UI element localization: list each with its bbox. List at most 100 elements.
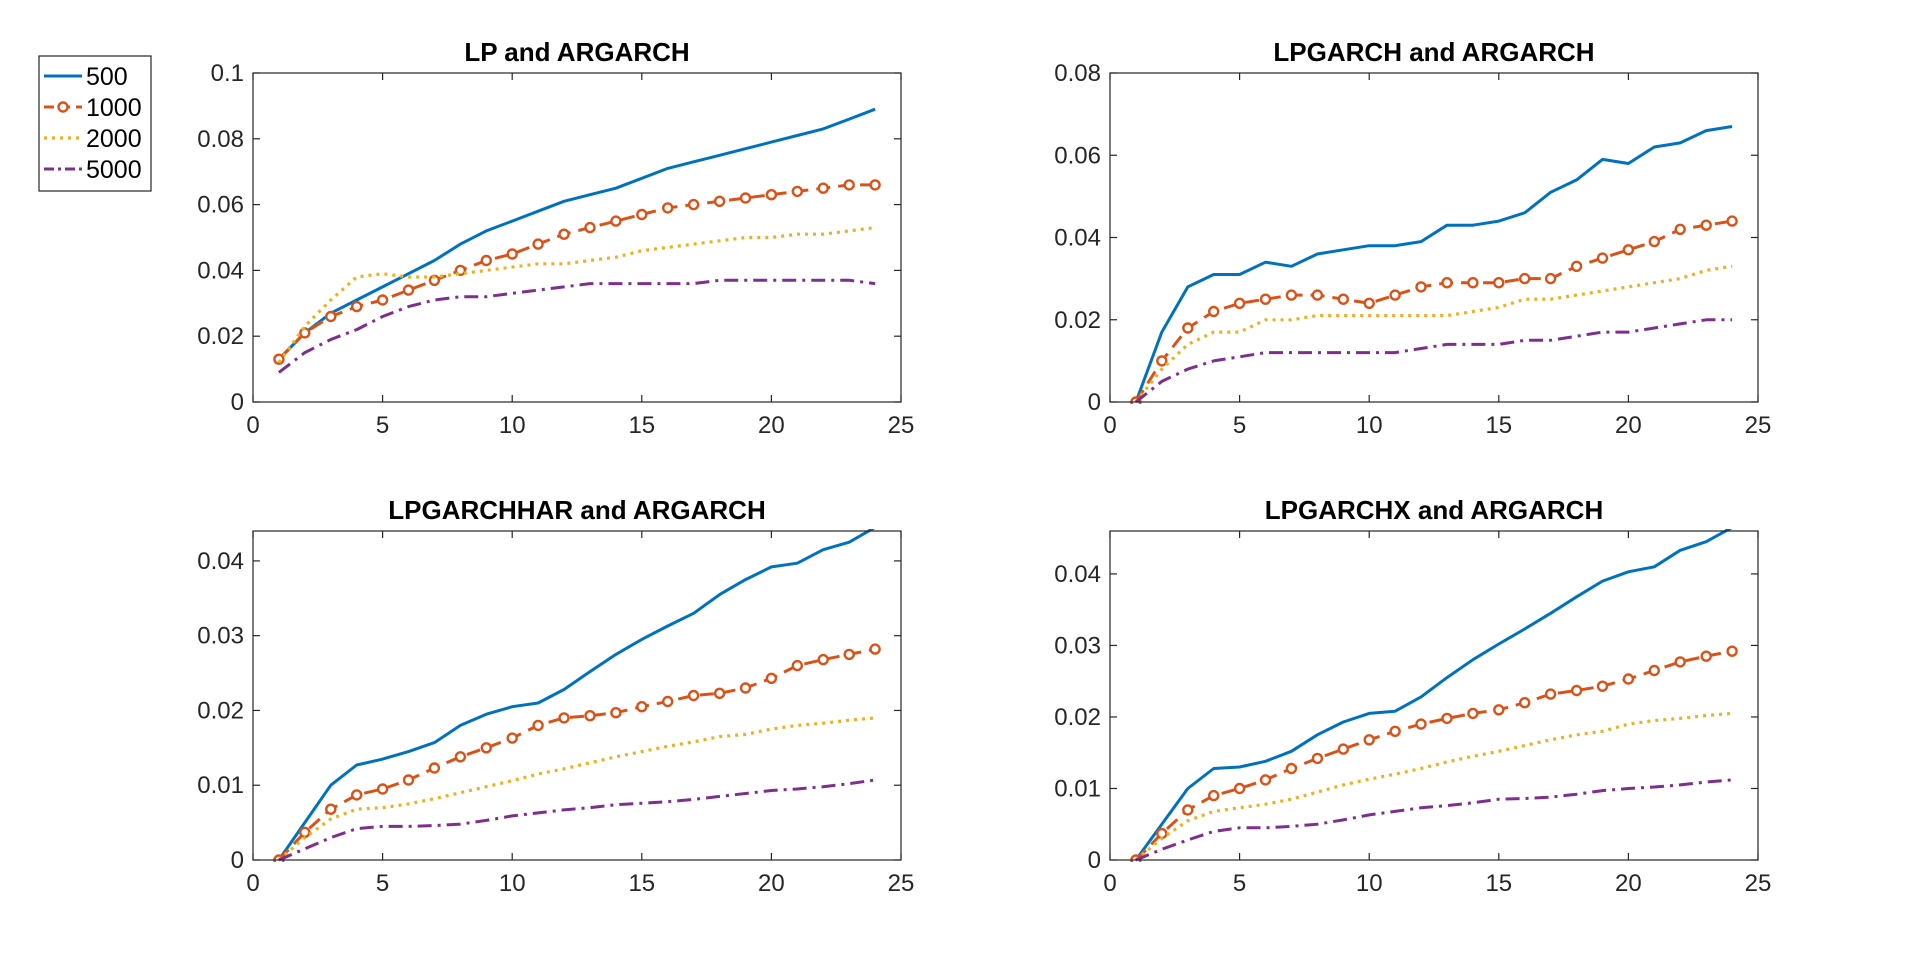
x-tick-label: 10	[1356, 870, 1383, 897]
series-point-1000	[1259, 774, 1272, 786]
y-tick-label: 0.04	[197, 257, 244, 284]
series-point-1000	[1700, 650, 1712, 662]
x-tick-label: 15	[1485, 412, 1512, 439]
x-tick-label: 10	[499, 412, 526, 439]
legend-entry-1000: 1000	[44, 94, 142, 122]
y-tick-label: 0	[1088, 847, 1101, 874]
x-tick-label: 5	[376, 870, 389, 897]
series-point-1000	[325, 803, 337, 815]
series-line-2000	[277, 226, 876, 364]
series-point-1000	[1700, 219, 1712, 231]
series-point-1000	[687, 689, 700, 702]
series-point-1000	[869, 643, 881, 655]
series-point-1000	[1726, 215, 1738, 227]
series-point-1000	[376, 783, 389, 795]
series-point-1000	[610, 707, 622, 719]
series-point-1000	[1441, 277, 1453, 289]
x-tick-label: 20	[758, 412, 785, 439]
series-point-1000	[739, 682, 752, 694]
y-tick-label: 0.02	[197, 697, 244, 724]
series-line-500	[277, 107, 876, 361]
x-tick-label: 25	[1745, 412, 1772, 439]
series-line-5000	[278, 778, 876, 862]
x-tick-label: 5	[1233, 870, 1246, 897]
series-line-500	[277, 529, 876, 861]
series-point-1000	[325, 310, 337, 323]
series-point-1000	[1156, 355, 1168, 367]
series-point-1000	[687, 198, 700, 211]
series-line-2000	[1134, 711, 1733, 862]
series-point-1000	[1726, 645, 1738, 657]
series-point-1000	[662, 202, 674, 214]
series-point-1000	[1441, 712, 1453, 725]
series-point-1000	[1518, 272, 1531, 285]
x-tick-label: 15	[628, 870, 655, 897]
legend-label: 1000	[86, 94, 142, 122]
x-tick-label: 10	[1356, 412, 1383, 439]
series-point-1000	[480, 254, 492, 267]
series-group	[273, 529, 881, 862]
series-point-1000	[713, 687, 726, 699]
series-point-1000	[1311, 289, 1324, 301]
y-tick-label: 0.08	[1054, 60, 1101, 87]
series-line-5000	[1134, 318, 1733, 404]
x-tick-label: 20	[758, 870, 785, 897]
panel-title: LPGARCHX and ARGARCH	[1265, 495, 1603, 525]
series-line-2000	[1134, 264, 1733, 403]
series-point-1000	[506, 248, 518, 260]
series-point-1000	[428, 762, 441, 774]
series-point-1000	[1596, 252, 1609, 264]
subplot-lpgarchx-and-argarch: LPGARCHX and ARGARCH 0 5 10 15 20 25 0 0.01 0.02 0…	[1054, 495, 1771, 897]
series-point-1000	[765, 188, 778, 201]
series-point-1000	[1233, 782, 1246, 795]
series-line-2000	[277, 716, 876, 862]
series-point-1000	[532, 719, 544, 732]
series-point-1000	[636, 208, 648, 221]
y-tick-label: 0.1	[211, 60, 244, 87]
series-group	[1130, 529, 1738, 862]
series-point-1000	[843, 648, 855, 661]
series-point-1000	[1570, 260, 1583, 272]
series-point-1000	[402, 284, 415, 296]
series-point-1000	[1389, 725, 1401, 737]
legend-label: 5000	[86, 156, 142, 184]
y-tick-label: 0.04	[197, 548, 244, 575]
series-point-1000	[480, 742, 492, 754]
series-point-1000	[1182, 322, 1194, 334]
legend: 500 1000 2000 5000	[38, 55, 152, 192]
x-tick-label: 25	[1745, 870, 1772, 897]
series-line-5000	[277, 278, 876, 374]
y-tick-label: 0.06	[197, 192, 244, 219]
series-point-1000	[584, 710, 596, 722]
series-point-1000	[558, 228, 570, 240]
series-point-1000	[1544, 272, 1557, 285]
series-point-1000	[1467, 707, 1479, 720]
x-tick-label: 15	[628, 412, 655, 439]
series-point-1000	[1518, 697, 1531, 709]
series-group	[273, 107, 881, 374]
axes-box	[1109, 530, 1759, 861]
x-tick-label: 0	[246, 412, 259, 439]
subplot-lpgarchhar-and-argarch: LPGARCHHAR and ARGARCH 0 5 10 15 20 25 0 0.01 0.0…	[197, 495, 914, 897]
legend-box	[38, 55, 152, 192]
series-point-1000	[1207, 305, 1220, 318]
legend-entries: 500 1000 2000 5000	[44, 63, 142, 184]
series-point-1000	[1544, 688, 1557, 700]
y-tick-label: 0.01	[1054, 775, 1101, 802]
series-point-1000	[1259, 293, 1272, 305]
series-point-1000	[1674, 656, 1686, 668]
series-point-1000	[351, 300, 363, 313]
series-point-1000	[376, 294, 389, 306]
series-point-1000	[636, 701, 648, 713]
series-point-1000	[1622, 673, 1635, 685]
panel-title: LPGARCH and ARGARCH	[1273, 37, 1594, 67]
y-tick-label: 0.06	[1054, 142, 1101, 169]
series-point-1000	[1389, 289, 1401, 301]
series-point-1000	[584, 221, 596, 234]
y-tick-label: 0	[231, 847, 244, 874]
x-tick-label: 25	[888, 412, 915, 439]
legend-entry-500: 500	[44, 63, 128, 91]
series-point-1000	[1467, 277, 1479, 289]
